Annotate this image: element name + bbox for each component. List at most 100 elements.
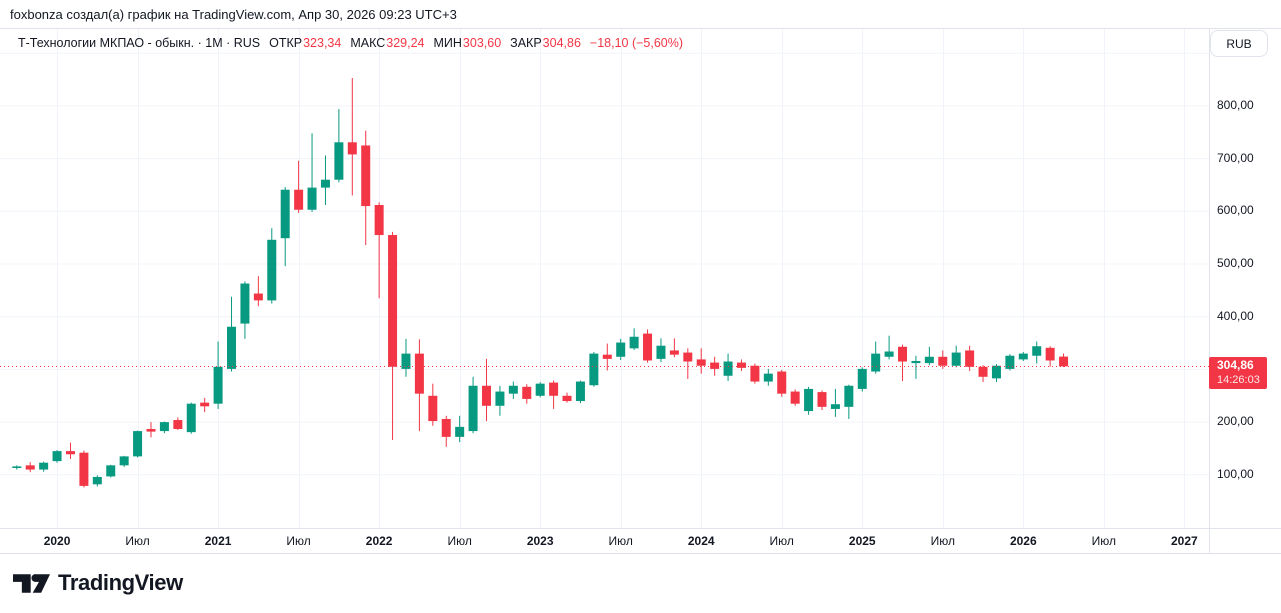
candle-body <box>133 431 143 457</box>
high-value: 329,24 <box>386 36 425 50</box>
candle-body <box>455 426 465 437</box>
price-axis-separator <box>1209 28 1210 553</box>
candle-body <box>763 373 773 382</box>
candle-body <box>978 366 988 377</box>
time-tick-label: 2020 <box>43 534 71 548</box>
chart-pane[interactable] <box>0 0 1281 556</box>
time-tick-label: Июл <box>1091 534 1116 548</box>
time-tick-label: 2021 <box>204 534 232 548</box>
candle-body <box>468 385 478 432</box>
candle-body <box>240 283 250 324</box>
candle-body <box>1059 356 1069 367</box>
candle-body <box>589 353 599 386</box>
candle-body <box>482 385 491 406</box>
candle-body <box>280 189 290 239</box>
countdown-timer: 14:26:03 <box>1217 374 1260 386</box>
candle-body <box>965 350 975 367</box>
candle-body <box>495 391 505 406</box>
candle-body <box>200 402 210 407</box>
tradingview-logo[interactable]: TradingView <box>13 570 183 596</box>
candle-body <box>723 361 733 376</box>
candle-body <box>428 395 438 422</box>
candle-body <box>991 365 1001 379</box>
high-label: МАКС <box>350 36 386 50</box>
time-tick-label: Июл <box>447 534 472 548</box>
candle-body <box>535 383 545 396</box>
time-tick-label: 2022 <box>365 534 393 548</box>
candle-body <box>951 352 961 366</box>
tradingview-logo-mark-icon <box>13 573 50 593</box>
widget-bottom-border <box>0 553 1281 554</box>
candle-body <box>334 142 344 180</box>
candle-body <box>1018 353 1028 360</box>
time-tick-label: Июл <box>769 534 794 548</box>
candle-body <box>562 395 572 402</box>
candle-body <box>750 365 760 382</box>
candle-body <box>710 362 720 369</box>
candle-body <box>388 235 398 367</box>
candle-body <box>1045 347 1055 361</box>
candle-body <box>857 368 867 389</box>
time-tick-label: 2025 <box>848 534 876 548</box>
candle-body <box>374 205 384 236</box>
candle-body <box>294 189 304 210</box>
time-axis-separator <box>0 528 1281 529</box>
candle-body <box>522 386 532 399</box>
candle-body <box>656 345 666 359</box>
open-value: 323,34 <box>303 36 342 50</box>
candle-body <box>696 359 706 366</box>
candle-body <box>52 451 62 462</box>
price-tick-label: 400,00 <box>1217 308 1254 323</box>
candle-body <box>39 462 49 470</box>
candle-body <box>790 391 800 404</box>
change-value: −18,10 (−5,60%) <box>589 36 684 50</box>
legend-open-field: ОТКР 323,34 <box>269 36 341 50</box>
candle-body <box>92 476 102 485</box>
time-tick-label: Июл <box>286 534 311 548</box>
candle-body <box>1005 355 1015 369</box>
candle-body <box>401 353 411 369</box>
candle-body <box>267 239 277 301</box>
candle-body <box>320 179 330 188</box>
candle-body <box>1032 346 1042 356</box>
candle-body <box>830 404 840 409</box>
time-tick-label: Июл <box>608 534 633 548</box>
candle-body <box>884 351 894 357</box>
candle-body <box>549 382 559 396</box>
legend-high-field: МАКС 329,24 <box>350 36 424 50</box>
price-tick-label: 100,00 <box>1217 466 1254 481</box>
candle-body <box>253 293 263 301</box>
candle-body <box>65 451 75 455</box>
time-tick-label: 2026 <box>1009 534 1037 548</box>
candle-body <box>898 346 908 362</box>
candle-body <box>602 354 612 359</box>
widget-top-border <box>0 28 1281 29</box>
candle-body <box>106 465 116 477</box>
candle-body <box>777 371 787 394</box>
price-tick-label: 200,00 <box>1217 414 1254 429</box>
candle-body <box>629 336 639 349</box>
candle-body <box>643 333 653 361</box>
candle-body <box>804 388 814 412</box>
candle-body <box>227 326 237 369</box>
candle-body <box>12 466 22 468</box>
open-label: ОТКР <box>269 36 303 50</box>
close-label: ЗАКР <box>510 36 542 50</box>
candle-body <box>683 352 693 362</box>
time-tick-label: 2024 <box>687 534 715 548</box>
currency-button[interactable]: RUB <box>1210 30 1268 57</box>
legend-close-field: ЗАКР 304,86 <box>510 36 581 50</box>
low-value: 303,60 <box>462 36 502 50</box>
time-tick-label: Июл <box>125 534 150 548</box>
candle-body <box>911 360 921 364</box>
candle-body <box>575 381 585 402</box>
candle-body <box>844 385 854 407</box>
price-tick-label: 700,00 <box>1217 150 1254 165</box>
candle-body <box>414 353 424 394</box>
price-tick-label: 800,00 <box>1217 97 1254 112</box>
candle-body <box>307 187 317 210</box>
candle-body <box>146 428 156 432</box>
series-title: Т-Технологии МКПАО - обыкн. · 1M · RUS <box>18 36 261 50</box>
candle-body <box>736 362 746 368</box>
candle-body <box>173 420 183 429</box>
